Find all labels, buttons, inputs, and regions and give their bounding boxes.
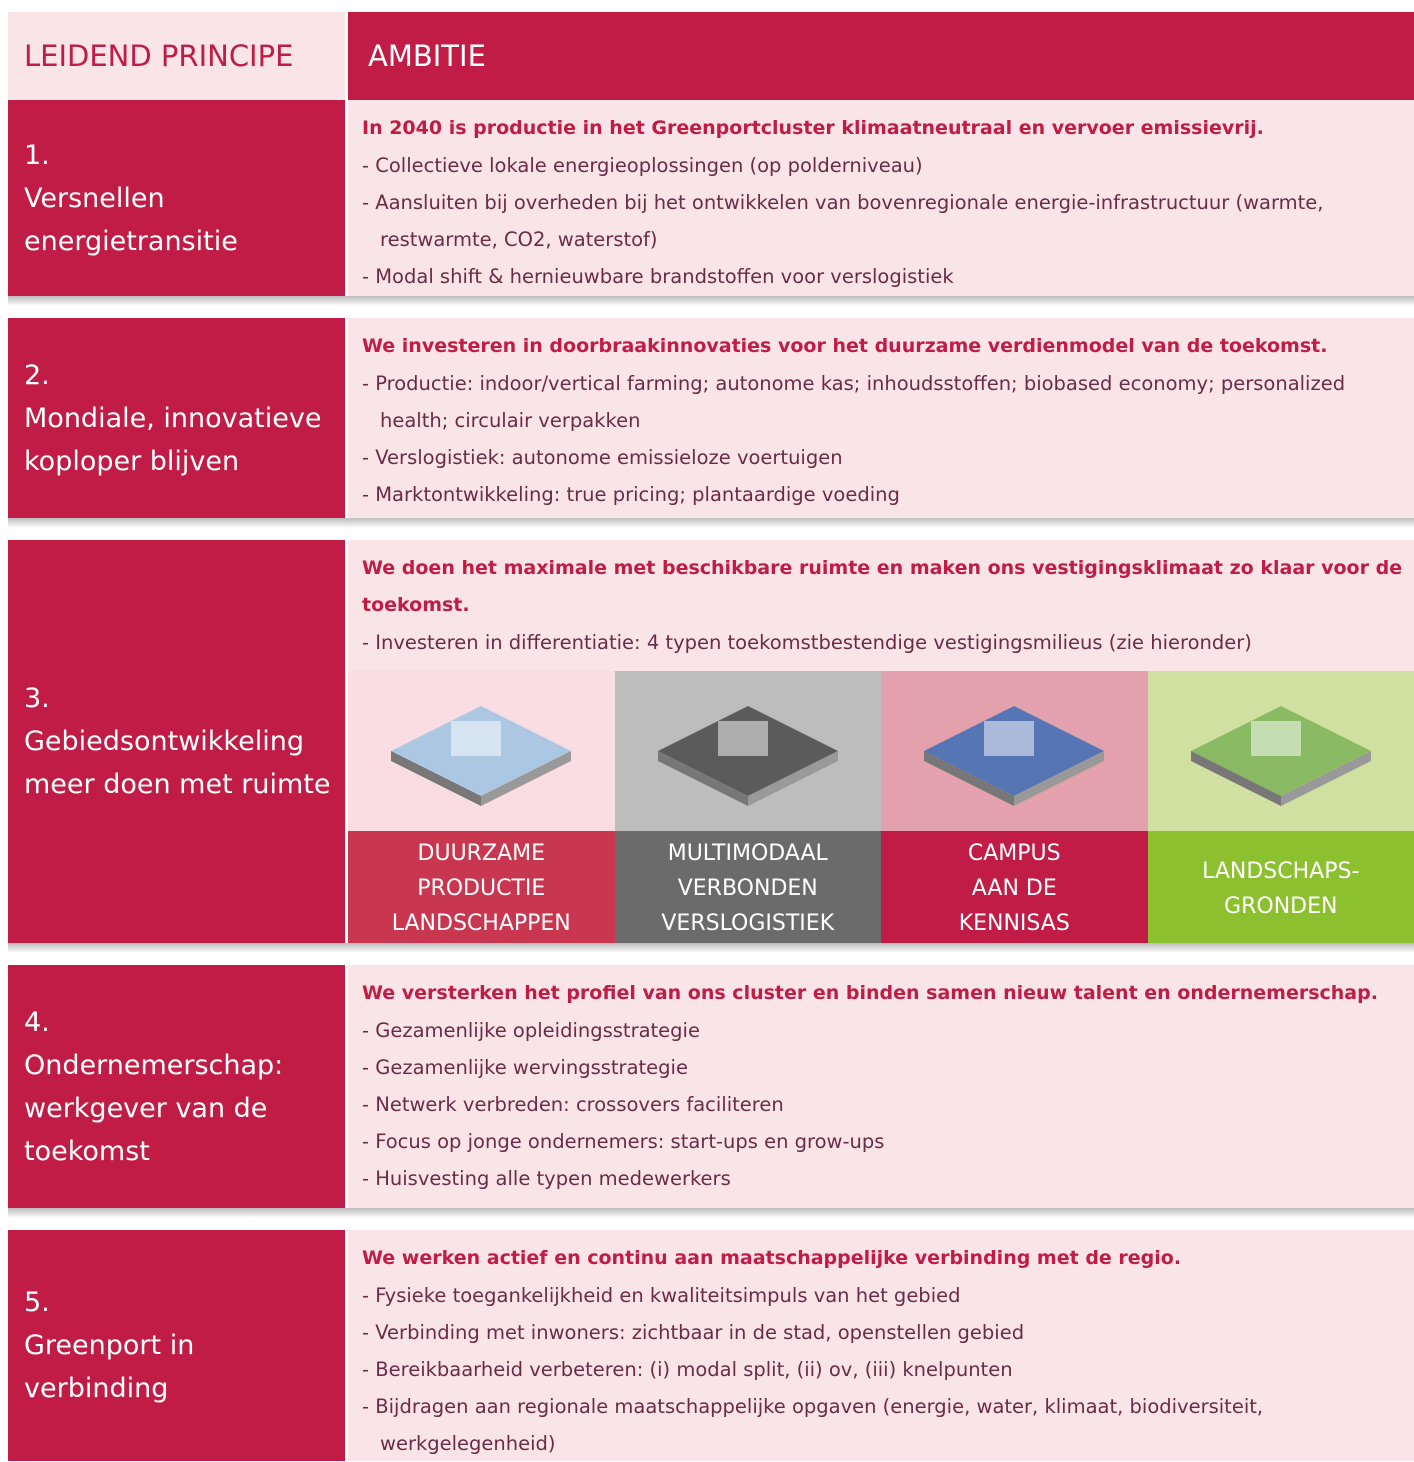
ambition-headline: We doen het maximale met beschikbare rui… [362,550,1404,624]
ambition-item: - Productie: indoor/vertical farming; au… [362,365,1404,439]
row-separator [8,1208,1414,1218]
isometric-icon [381,686,581,816]
ambition-cell: We doen het maximale met beschikbare rui… [348,540,1414,943]
ambition-item: - Bereikbaarheid verbeteren: (i) modal s… [362,1351,1404,1388]
milieu-label-text: MULTIMODAAL VERBONDEN VERSLOGISTIEK [643,836,853,941]
ambition-item: - Marktontwikkeling: true pricing; plant… [362,476,1404,513]
principle-cell: 1.Versnellen energietransitie [8,100,345,296]
principle-number: 1. [24,134,345,177]
ambition-headline: In 2040 is productie in het Greenportclu… [362,110,1404,147]
principle-row: 2.Mondiale, innovatieve koploper blijven… [8,318,1414,518]
milieu: DUURZAME PRODUCTIE LANDSCHAPPEN [348,671,615,946]
milieu-illustration [615,671,882,831]
ambition-item: - Netwerk verbreden: crossovers facilite… [362,1086,1404,1123]
milieu-label-text: DUURZAME PRODUCTIE LANDSCHAPPEN [371,836,591,941]
principle-title: Greenport in verbinding [24,1324,345,1410]
ambition-headline: We versterken het profiel van ons cluste… [362,975,1404,1012]
milieu: CAMPUS AAN DE KENNISAS [881,671,1148,946]
principle-cell: 4.Ondernemerschap: werkgever van de toek… [8,965,345,1208]
ambition-item: - Focus op jonge ondernemers: start-ups … [362,1123,1404,1160]
milieu-illustration [1148,671,1414,831]
principle-row: 4.Ondernemerschap: werkgever van de toek… [8,965,1414,1208]
milieu-label-text: LANDSCHAPS-GRONDEN [1181,854,1381,924]
ambition-item: - Fysieke toegankelijkheid en kwaliteits… [362,1277,1404,1314]
isometric-icon [914,686,1114,816]
milieu-illustration [881,671,1148,831]
principle-title: Versnellen energietransitie [24,177,345,263]
principle-row: 5.Greenport in verbinding We werken actie… [8,1230,1414,1461]
ambition-cell: We werken actief en continu aan maatscha… [348,1230,1414,1461]
ambition-headline: We investeren in doorbraakinnovaties voo… [362,328,1404,365]
ambition-item: - Gezamenlijke opleidingsstrategie [362,1012,1404,1049]
milieu: MULTIMODAAL VERBONDEN VERSLOGISTIEK [615,671,882,946]
principle-title: Mondiale, innovatieve koploper blijven [24,397,345,483]
ambition-item: - Huisvesting alle typen medewerkers [362,1160,1404,1197]
principle-cell: 2.Mondiale, innovatieve koploper blijven [8,318,345,518]
ambition-item: - Verslogistiek: autonome emissieloze vo… [362,439,1404,476]
principle-cell: 3.Gebiedsontwikkeling meer doen met ruim… [8,540,345,943]
principle-number: 2. [24,354,345,397]
ambition-cell: In 2040 is productie in het Greenportclu… [348,100,1414,296]
row-separator [8,518,1414,528]
milieu-label: DUURZAME PRODUCTIE LANDSCHAPPEN [348,831,615,946]
milieu: LANDSCHAPS-GRONDEN [1148,671,1414,946]
ambition-cell: We investeren in doorbraakinnovaties voo… [348,318,1414,518]
milieu-label: LANDSCHAPS-GRONDEN [1148,831,1414,946]
ambition-item: - Investeren in differentiatie: 4 typen … [362,624,1404,661]
principle-title: Gebiedsontwikkeling meer doen met ruimte [24,720,345,806]
milieu-label: CAMPUS AAN DE KENNISAS [881,831,1148,946]
header-ambition: AMBITIE [348,12,1414,100]
header-principle: LEIDEND PRINCIPE [8,12,345,100]
ambition-item: - Modal shift & hernieuwbare brandstoffe… [362,258,1404,295]
ambition-cell: We versterken het profiel van ons cluste… [348,965,1414,1208]
isometric-icon [648,686,848,816]
milieu-label: MULTIMODAAL VERBONDEN VERSLOGISTIEK [615,831,882,946]
ambition-item: - Collectieve lokale energieoplossingen … [362,147,1404,184]
principle-row: 1.Versnellen energietransitie In 2040 is … [8,100,1414,296]
ambition-item: - Gezamenlijke wervingsstrategie [362,1049,1404,1086]
principle-title: Ondernemerschap: werkgever van de toekom… [24,1044,345,1173]
row-separator [8,296,1414,306]
milieu-grid: DUURZAME PRODUCTIE LANDSCHAPPEN MULTIMODA… [348,671,1414,946]
ambition-item: - Verbinding met inwoners: zichtbaar in … [362,1314,1404,1351]
principle-row: 3.Gebiedsontwikkeling meer doen met ruim… [8,540,1414,943]
principle-cell: 5.Greenport in verbinding [8,1230,345,1461]
principle-number: 4. [24,1001,345,1044]
row-separator [8,943,1414,953]
principle-number: 3. [24,677,345,720]
isometric-icon [1181,686,1381,816]
ambition-headline: We werken actief en continu aan maatscha… [362,1240,1404,1277]
milieu-label-text: CAMPUS AAN DE KENNISAS [954,836,1074,941]
ambition-item: - Aansluiten bij overheden bij het ontwi… [362,184,1404,258]
ambition-item: - Bijdragen aan regionale maatschappelij… [362,1388,1404,1462]
milieu-illustration [348,671,615,831]
principle-number: 5. [24,1281,345,1324]
